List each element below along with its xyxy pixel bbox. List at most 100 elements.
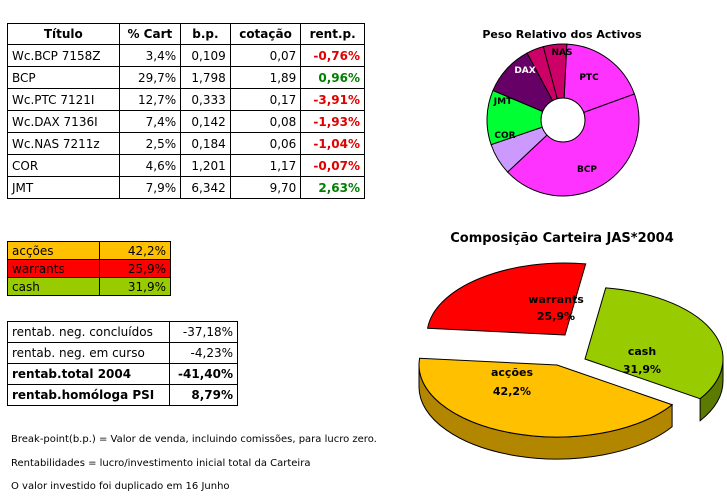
cell-titulo: Wc.NAS 7211z — [7, 132, 120, 155]
cell-bp: 1,201 — [180, 154, 231, 177]
cell-bp: 0,184 — [180, 132, 231, 155]
pie-slice-cor — [490, 119, 564, 173]
table-row: BCP 29,7% 1,798 1,89 0,96% — [7, 66, 365, 89]
performance-table: rentab. neg. concluídos -37,18% rentab. ne… — [7, 321, 239, 406]
cell-cotacao: 1,89 — [229, 66, 302, 89]
cell-bp: 0,142 — [180, 110, 231, 133]
note-break-point: Break-point(b.p.) = Valor de venda, incl… — [11, 434, 377, 445]
note-rentabilidades: Rentabilidades = lucro/investimento inic… — [11, 458, 311, 469]
performance-label: rentab. neg. em curso — [7, 342, 170, 364]
slice-value-warrants: 25,9% — [537, 310, 575, 323]
header-bp: b.p. — [180, 23, 231, 45]
cell-cart: 2,5% — [118, 132, 182, 155]
table-row: Wc.PTC 7121I 12,7% 0,333 0,17 -3,91% — [7, 88, 365, 111]
performance-label: rentab. neg. concluídos — [7, 321, 170, 343]
cell-bp: 0,109 — [180, 44, 231, 67]
chart1-title: Peso Relativo dos Activos — [482, 28, 642, 41]
pie-side-cash — [699, 358, 724, 422]
header-cart: % Cart — [118, 23, 182, 45]
pie-slice-ptc — [562, 43, 636, 121]
pie-slice-acções — [418, 357, 674, 438]
cell-titulo: COR — [7, 154, 120, 177]
slice-label-warrants: warrants — [528, 293, 584, 306]
cell-rent: -1,93% — [300, 110, 365, 133]
cell-bp: 1,798 — [180, 66, 231, 89]
header-cotacao: cotação — [229, 23, 302, 45]
allocation-table: acções 42,2% warrants 25,9% cash 31,9% — [6, 241, 171, 296]
table-row: Wc.DAX 7136I 7,4% 0,142 0,08 -1,93% — [7, 110, 365, 133]
cell-cart: 12,7% — [118, 88, 182, 111]
cell-titulo: BCP — [7, 66, 120, 89]
slice-label-ptc: PTC — [579, 73, 599, 83]
cell-rent: 0,96% — [300, 66, 365, 89]
table-row: Wc.BCP 7158Z 3,4% 0,109 0,07 -0,76% — [7, 44, 365, 67]
cell-rent: -0,07% — [300, 154, 365, 177]
performance-value: -37,18% — [168, 321, 239, 343]
pie-slice-jmt — [486, 89, 565, 146]
chart2-title: Composição Carteira JAS*2004 — [450, 231, 674, 246]
cell-cotacao: 0,08 — [229, 110, 302, 133]
allocation-value: 31,9% — [99, 277, 171, 296]
performance-row: rentab. neg. concluídos -37,18% — [7, 321, 239, 343]
cell-cart: 4,6% — [118, 154, 182, 177]
slice-label-cash: cash — [628, 345, 656, 358]
cell-rent: 2,63% — [300, 176, 365, 199]
slice-label-acções: acções — [491, 366, 533, 379]
cell-cotacao: 1,17 — [229, 154, 302, 177]
allocation-row: warrants 25,9% — [6, 259, 171, 278]
cell-titulo: JMT — [7, 176, 120, 199]
table-row: JMT 7,9% 6,342 9,70 2,63% — [7, 176, 365, 199]
allocation-label: cash — [6, 277, 101, 296]
table-row: Wc.NAS 7211z 2,5% 0,184 0,06 -1,04% — [7, 132, 365, 155]
slice-value-acções: 42,2% — [493, 385, 531, 398]
pie-slice-cash — [584, 287, 724, 400]
cell-titulo: Wc.BCP 7158Z — [7, 44, 120, 67]
performance-value: 8,79% — [168, 384, 239, 406]
table-row: COR 4,6% 1,201 1,17 -0,07% — [7, 154, 365, 177]
pie-slice-dax — [492, 52, 565, 122]
cell-titulo: Wc.DAX 7136I — [7, 110, 120, 133]
performance-value: -4,23% — [168, 342, 239, 364]
header-titulo: Título — [7, 23, 120, 45]
performance-row: rentab.total 2004 -41,40% — [7, 363, 239, 385]
allocation-label: acções — [6, 241, 101, 260]
slice-label-jmt: JMT — [493, 97, 513, 107]
performance-label: rentab.total 2004 — [7, 363, 170, 385]
allocation-value: 25,9% — [99, 259, 171, 278]
cell-rent: -3,91% — [300, 88, 365, 111]
pie-slice-other — [542, 43, 568, 121]
holdings-header-row: Título % Cart b.p. cotação rent.p. — [7, 23, 365, 45]
note-valor-investido: O valor investido foi duplicado em 16 Ju… — [11, 481, 230, 492]
cell-cotacao: 0,07 — [229, 44, 302, 67]
chart1-hole — [540, 97, 586, 143]
cell-cart: 3,4% — [118, 44, 182, 67]
performance-row: rentab. neg. em curso -4,23% — [7, 342, 239, 364]
pie-side-acções — [418, 364, 673, 460]
slice-label-nas: NAS — [552, 48, 573, 58]
cell-cotacao: 0,06 — [229, 132, 302, 155]
performance-label: rentab.homóloga PSI — [7, 384, 170, 406]
allocation-label: warrants — [6, 259, 101, 278]
cell-rent: -1,04% — [300, 132, 365, 155]
pie-slice-warrants — [427, 262, 587, 336]
cell-cotacao: 9,70 — [229, 176, 302, 199]
performance-row: rentab.homóloga PSI 8,79% — [7, 384, 239, 406]
slice-label-cor: COR — [494, 131, 515, 141]
cell-bp: 6,342 — [180, 176, 231, 199]
allocation-row: acções 42,2% — [6, 241, 171, 260]
slice-label-dax: DAX — [514, 66, 535, 76]
cell-cart: 29,7% — [118, 66, 182, 89]
cell-cotacao: 0,17 — [229, 88, 302, 111]
slice-label-bcp: BCP — [577, 165, 597, 175]
cell-bp: 0,333 — [180, 88, 231, 111]
cell-cart: 7,9% — [118, 176, 182, 199]
pie-slice-bcp — [506, 93, 640, 197]
cell-titulo: Wc.PTC 7121I — [7, 88, 120, 111]
slice-value-cash: 31,9% — [623, 363, 661, 376]
cell-cart: 7,4% — [118, 110, 182, 133]
header-rent: rent.p. — [300, 23, 365, 45]
allocation-row: cash 31,9% — [6, 277, 171, 296]
performance-value: -41,40% — [168, 363, 239, 385]
allocation-value: 42,2% — [99, 241, 171, 260]
holdings-table: Título % Cart b.p. cotação rent.p. Wc.BC… — [7, 23, 365, 199]
